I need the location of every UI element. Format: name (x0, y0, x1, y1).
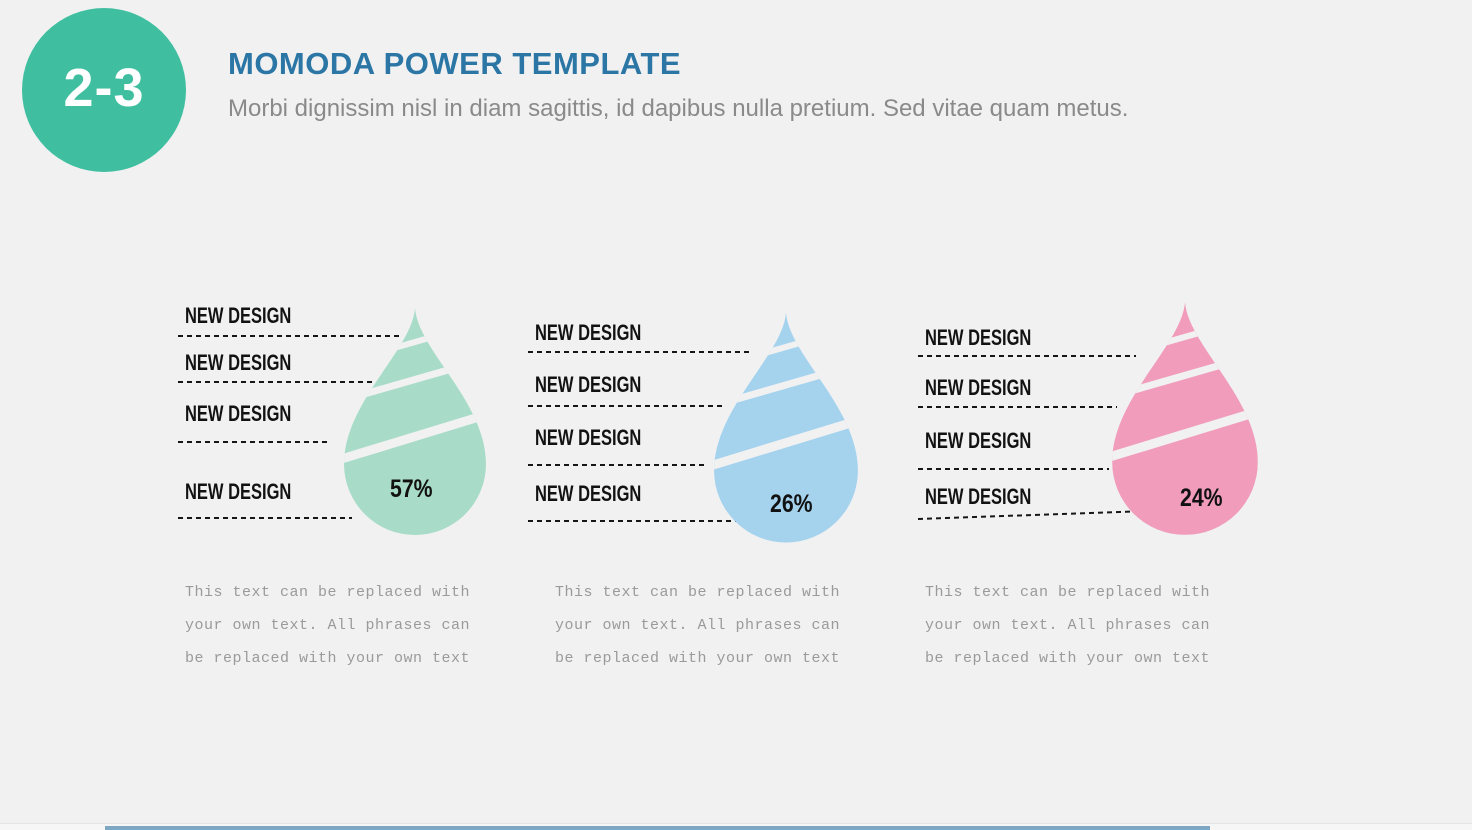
label-row: NEW DESIGN (535, 320, 677, 346)
label-row: NEW DESIGN (535, 425, 677, 451)
label-row: NEW DESIGN (535, 372, 677, 398)
percent-value: 57% (390, 475, 433, 503)
description-line: This text can be replaced with (555, 584, 841, 601)
segment-label: NEW DESIGN (535, 372, 642, 397)
description-line: be replaced with your own text (925, 650, 1211, 667)
slide-subtitle: Morbi dignissim nisl in diam sagittis, i… (228, 95, 1129, 122)
segment-label: NEW DESIGN (535, 425, 642, 450)
description-text: This text can be replaced with your own … (925, 576, 1225, 675)
description-line: be replaced with your own text (555, 650, 841, 667)
label-row: NEW DESIGN (185, 350, 327, 376)
segment-label: NEW DESIGN (185, 303, 292, 328)
label-row: NEW DESIGN (925, 428, 1067, 454)
leader-line (528, 351, 750, 353)
segment-label: NEW DESIGN (185, 479, 292, 504)
description-line: your own text. All phrases can (925, 617, 1211, 634)
leader-line (178, 381, 375, 383)
label-row: NEW DESIGN (185, 479, 327, 505)
description-line: This text can be replaced with (185, 584, 471, 601)
leader-line (918, 406, 1117, 408)
leader-line (918, 468, 1109, 470)
leader-line (528, 520, 750, 522)
segment-label: NEW DESIGN (535, 481, 642, 506)
segment-label: NEW DESIGN (535, 320, 642, 345)
droplet-shape (714, 312, 858, 543)
label-row: NEW DESIGN (185, 303, 327, 329)
description-line: your own text. All phrases can (555, 617, 841, 634)
droplet-group-2: NEW DESIGN NEW DESIGN NEW DESIGN NEW DES… (528, 300, 935, 700)
description-line: your own text. All phrases can (185, 617, 471, 634)
segment-label: NEW DESIGN (925, 375, 1032, 400)
label-row: NEW DESIGN (535, 481, 677, 507)
percent-value: 26% (770, 490, 813, 518)
leader-line (178, 517, 352, 519)
leader-line (528, 464, 706, 466)
segment-label: NEW DESIGN (925, 428, 1032, 453)
droplet-shape (344, 308, 486, 535)
slide-number-text: 2-3 (63, 58, 145, 118)
droplet-shape (1112, 302, 1258, 535)
droplet-group-1: NEW DESIGN NEW DESIGN NEW DESIGN NEW DES… (178, 300, 585, 700)
leader-line (178, 335, 401, 337)
description-line: This text can be replaced with (925, 584, 1211, 601)
description-text: This text can be replaced with your own … (555, 576, 855, 675)
segment-label: NEW DESIGN (185, 401, 292, 426)
leader-line (528, 405, 726, 407)
leader-line (178, 441, 331, 443)
label-row: NEW DESIGN (925, 375, 1067, 401)
description-text: This text can be replaced with your own … (185, 576, 485, 675)
segment-label: NEW DESIGN (185, 350, 292, 375)
bottom-accent-bar (105, 826, 1210, 830)
label-row: NEW DESIGN (185, 401, 327, 427)
droplet-group-3: NEW DESIGN NEW DESIGN NEW DESIGN NEW DES… (917, 300, 1325, 700)
leader-line (918, 355, 1136, 357)
label-row: NEW DESIGN (925, 484, 1067, 510)
description-line: be replaced with your own text (185, 650, 471, 667)
segment-label: NEW DESIGN (925, 325, 1032, 350)
slide-title: MOMODA POWER TEMPLATE (228, 46, 682, 81)
slide-number-badge: 2-3 (22, 8, 186, 172)
label-row: NEW DESIGN (925, 325, 1067, 351)
segment-label: NEW DESIGN (925, 484, 1032, 509)
percent-value: 24% (1180, 484, 1223, 512)
